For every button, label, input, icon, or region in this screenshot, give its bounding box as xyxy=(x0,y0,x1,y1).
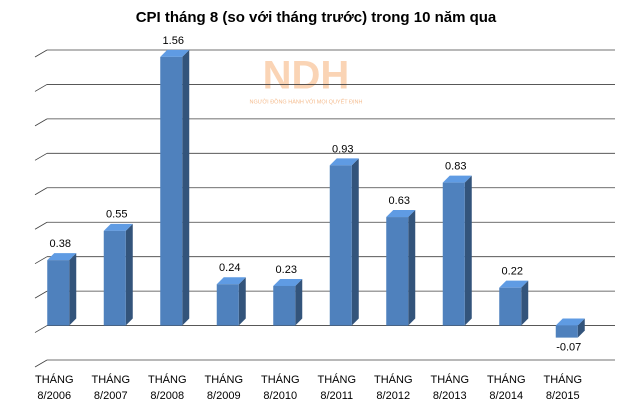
grid-line xyxy=(34,152,48,161)
x-tick-label: THÁNG xyxy=(92,373,131,386)
x-tick-label: 8/2015 xyxy=(546,390,580,402)
bar-side xyxy=(408,210,416,326)
data-label: 0.55 xyxy=(106,209,127,221)
data-label: 0.63 xyxy=(389,195,410,207)
bar-side xyxy=(69,253,77,326)
grid-line xyxy=(34,256,48,265)
grid-line xyxy=(34,84,48,92)
x-tick-label: 8/2006 xyxy=(37,390,71,402)
x-tick-label: 8/2011 xyxy=(320,390,353,402)
x-tick-label: THÁNG xyxy=(35,373,74,386)
data-label: 0.24 xyxy=(219,262,240,274)
x-tick-label: THÁNG xyxy=(487,373,526,386)
data-label: -0.07 xyxy=(556,342,581,354)
bar-side xyxy=(238,277,246,326)
x-tick-label: 8/2007 xyxy=(94,390,128,402)
bar xyxy=(160,56,183,326)
bar xyxy=(47,260,70,326)
bar-side xyxy=(521,280,529,326)
bar xyxy=(216,284,239,326)
x-tick-label: THÁNG xyxy=(318,373,357,386)
bar-top xyxy=(216,277,246,285)
bar xyxy=(329,165,352,326)
bar-side xyxy=(125,223,133,326)
watermark-slogan: NGƯỜI ĐỒNG HÀNH VỚI MỌI QUYẾT ĐỊNH xyxy=(249,98,362,105)
chart-title: CPI tháng 8 (so với tháng trước) trong 1… xyxy=(136,9,497,26)
x-tick-label: THÁNG xyxy=(431,373,470,386)
bar-side xyxy=(464,175,472,326)
bar-top xyxy=(103,223,133,231)
bar-side xyxy=(577,318,585,338)
bar-top xyxy=(499,280,529,288)
x-tick-label: THÁNG xyxy=(544,373,583,386)
data-label: 0.38 xyxy=(50,238,71,250)
bar-top xyxy=(47,253,77,261)
bar xyxy=(273,285,296,326)
x-tick-label: 8/2010 xyxy=(263,390,297,402)
bar-side xyxy=(351,158,359,326)
bar xyxy=(103,230,126,326)
grid-line xyxy=(34,187,48,196)
grid-line xyxy=(34,290,48,299)
x-tick-label: 8/2014 xyxy=(489,390,523,402)
bar-top xyxy=(442,175,472,183)
watermark-logo: NDH xyxy=(263,54,350,98)
bar-top xyxy=(273,278,303,286)
bar xyxy=(442,182,465,326)
data-label: 0.23 xyxy=(276,264,297,276)
grid-line xyxy=(34,221,48,230)
bar-side xyxy=(182,49,190,326)
x-tick-label: 8/2013 xyxy=(433,390,467,402)
data-label: 0.93 xyxy=(332,143,353,155)
grid-line xyxy=(34,359,48,368)
bar-top xyxy=(386,210,416,218)
bar-top xyxy=(555,318,585,326)
data-label: 0.22 xyxy=(502,266,523,278)
bar xyxy=(499,287,522,326)
data-label: 1.56 xyxy=(163,35,184,47)
x-tick-label: THÁNG xyxy=(148,373,187,386)
x-tick-label: 8/2012 xyxy=(376,390,410,402)
bar-top xyxy=(329,158,359,166)
bar-side xyxy=(295,278,303,326)
x-tick-label: THÁNG xyxy=(261,373,300,386)
x-tick-label: 8/2009 xyxy=(207,390,241,402)
bar-top xyxy=(160,49,190,57)
grid-line xyxy=(34,118,48,127)
grid-line xyxy=(34,325,48,333)
bar xyxy=(386,217,409,326)
x-tick-label: 8/2008 xyxy=(150,390,184,402)
x-tick-label: THÁNG xyxy=(374,373,413,386)
data-label: 0.83 xyxy=(445,161,466,173)
x-tick-label: THÁNG xyxy=(205,373,244,386)
grid-line xyxy=(34,49,48,58)
bar xyxy=(555,325,578,338)
